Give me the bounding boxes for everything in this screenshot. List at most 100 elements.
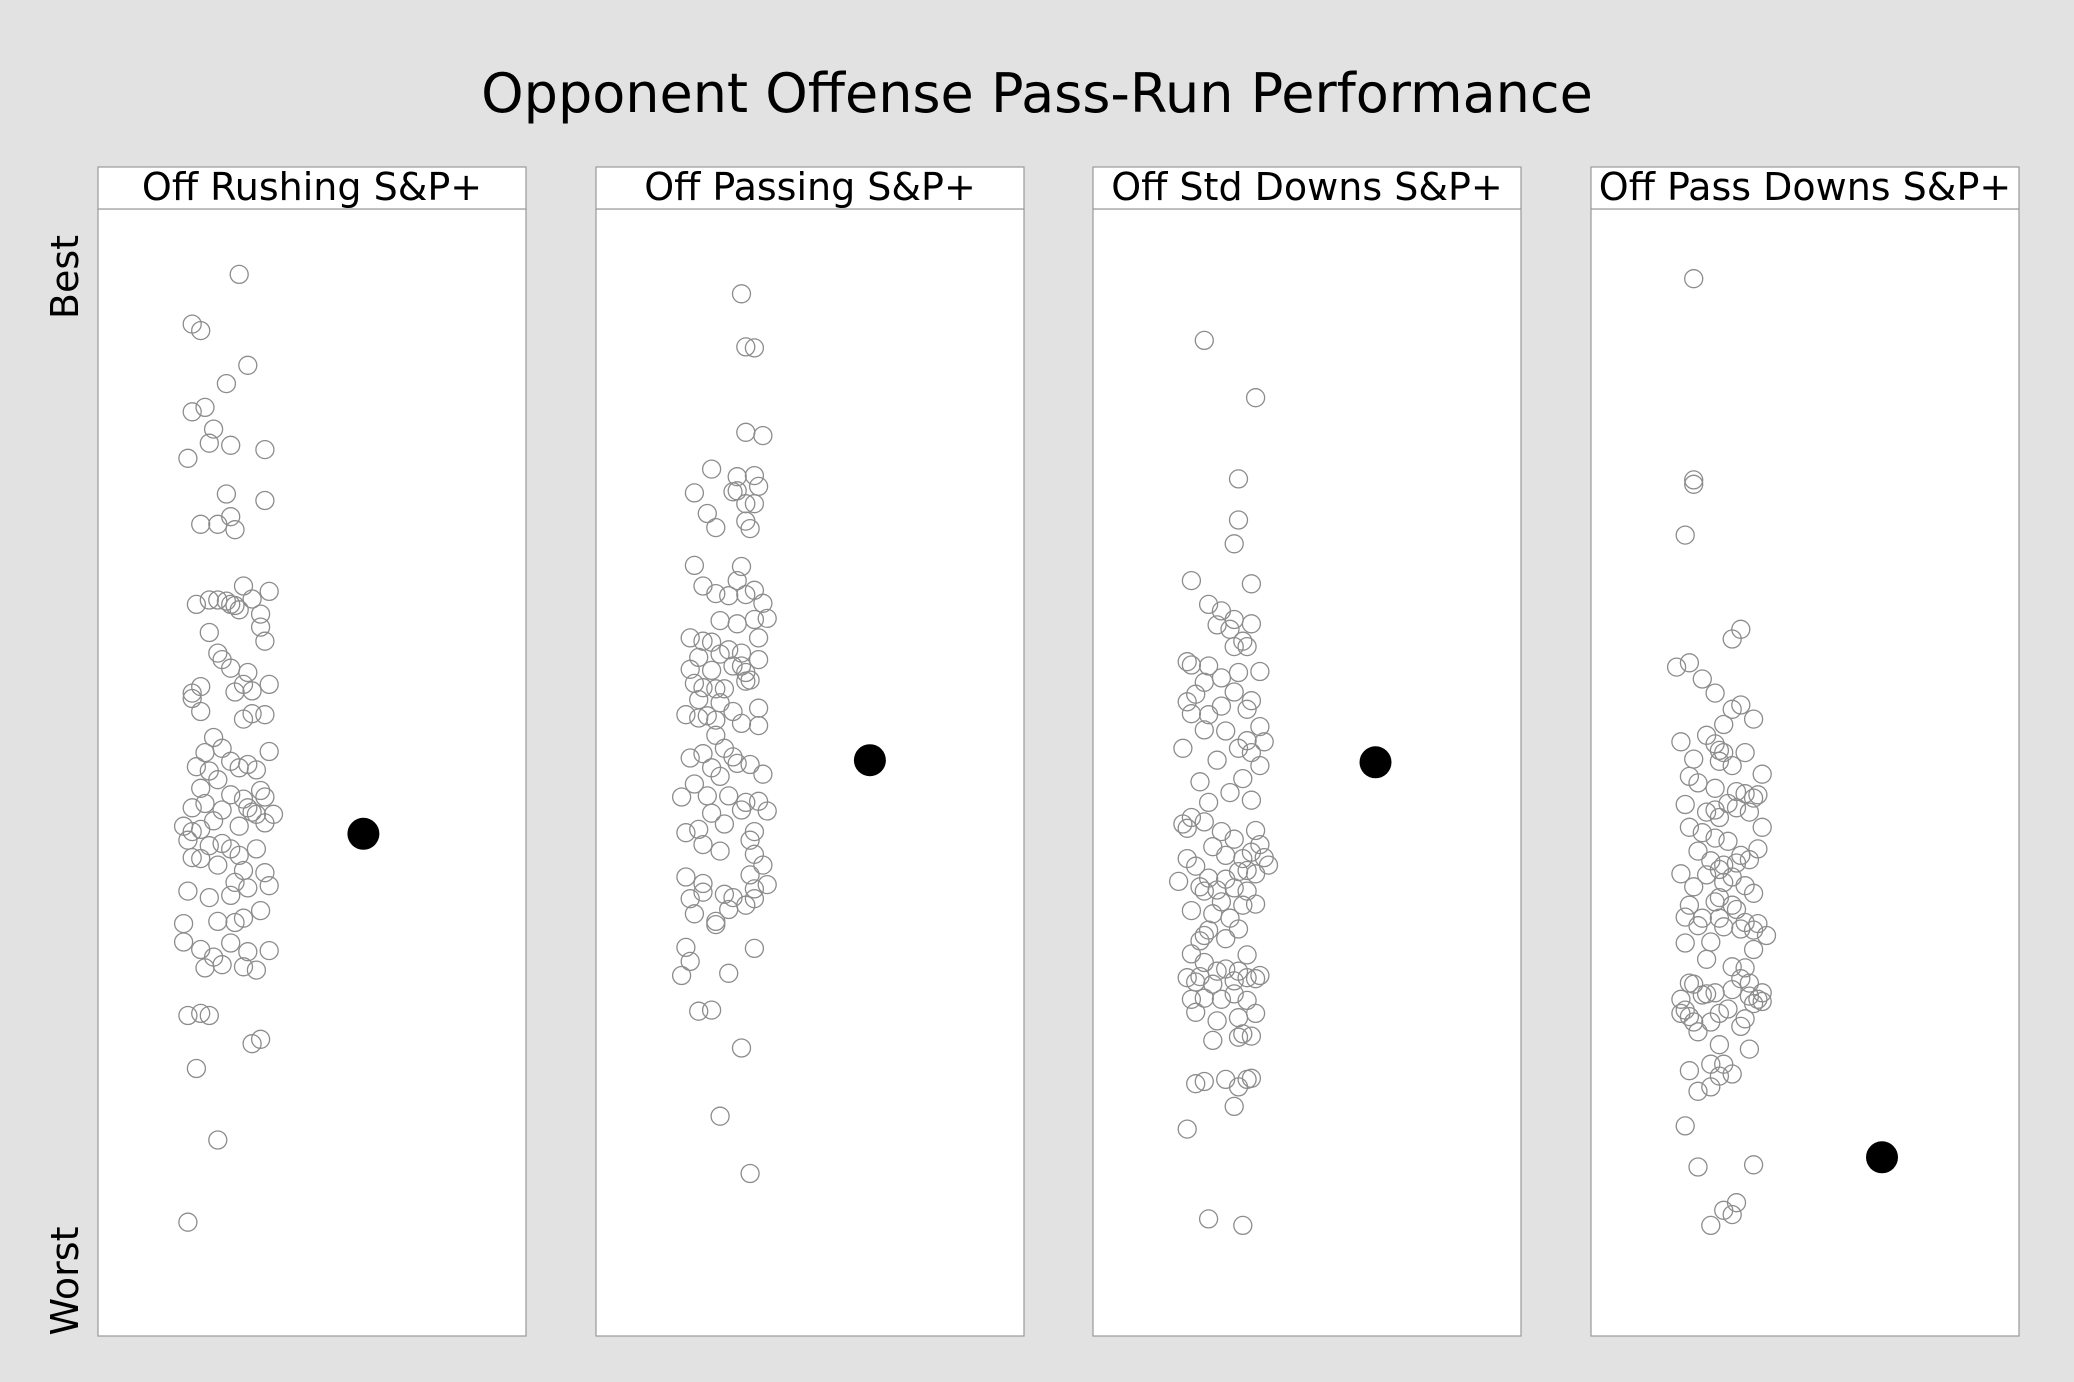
data-point [186,757,207,777]
data-point [727,467,747,487]
data-point [1688,1157,1708,1177]
data-point [255,787,275,807]
data-point [1207,615,1227,635]
data-point [1709,908,1730,928]
data-point [1735,1009,1755,1029]
data-point [246,960,267,980]
data-point [186,1058,207,1079]
data-point [740,865,760,885]
data-point [1198,792,1219,813]
data-point [1735,742,1755,763]
highlight-point [347,817,380,850]
panels-layer: Off Rushing S&P+ Off Passing S&P+ Off Std … [97,165,2020,1337]
data-point [744,879,765,899]
data-point [178,448,198,468]
data-point [199,1005,219,1026]
data-point [1207,1011,1227,1031]
data-point [1743,1155,1764,1175]
data-point [701,803,722,823]
data-point [221,435,241,455]
data-point [1688,1081,1708,1101]
data-point [697,503,717,524]
data-point [723,887,743,908]
data-point [676,937,696,958]
data-point [1194,881,1214,901]
data-point [1731,695,1751,715]
data-point [1224,636,1244,657]
data-point [727,570,747,591]
data-point [1186,1074,1206,1094]
data-point [250,780,271,801]
data-point [1709,751,1730,771]
data-point [706,710,726,730]
data-point [1671,732,1691,752]
data-point [178,881,198,901]
data-point [1679,895,1700,915]
data-point [1705,778,1725,798]
panel-plot-area [595,208,1025,1337]
panel-header [97,166,527,210]
panel-2: Off Passing S&P+ [595,165,1025,1337]
data-point [701,459,722,479]
data-point [714,884,735,904]
data-point [1224,1096,1244,1117]
data-point [1228,469,1249,489]
data-point [1216,721,1236,741]
data-point [740,754,760,775]
data-point [1718,831,1738,851]
data-point [212,955,232,975]
data-point [221,507,241,527]
data-point [1722,629,1742,649]
data-point [1743,709,1764,729]
panel-title: Off Passing S&P+ [644,165,976,209]
data-point [1228,662,1249,683]
data-point [186,594,207,615]
data-point [1186,856,1206,876]
data-point [1181,989,1202,1009]
data-point [1748,989,1768,1009]
data-point [689,819,709,840]
data-point [676,867,696,887]
panel-header [1092,166,1522,210]
data-point [1177,968,1197,988]
panel-3: Off Std Downs S&P+ [1092,165,1522,1337]
data-point [701,1000,722,1020]
data-point [1241,1068,1262,1088]
data-point [731,1038,752,1058]
data-point [221,885,241,906]
data-point [1250,661,1270,682]
data-point [1743,993,1764,1014]
data-point [753,764,773,784]
data-point [259,674,279,695]
data-point [1228,738,1249,758]
data-point [1701,1077,1721,1097]
data-point [208,1130,228,1150]
data-point [1173,738,1193,758]
data-point [1675,794,1695,815]
data-point [1194,1071,1214,1092]
data-point [701,660,722,681]
data-point [740,670,760,690]
data-point [684,555,705,576]
data-point [1228,1027,1249,1047]
data-point [1233,768,1253,789]
data-point [710,766,730,787]
data-point [1198,594,1219,615]
data-point [740,1163,760,1184]
data-point [706,911,726,932]
data-point [1198,705,1219,725]
data-point [689,1001,709,1021]
panel-header [1590,166,2020,210]
data-point [225,872,245,893]
data-point [1739,802,1760,822]
data-point [1709,740,1730,761]
data-point [684,904,705,924]
data-point [1722,755,1742,776]
data-point [1692,823,1712,843]
data-point [250,617,271,637]
data-point [1224,829,1244,849]
data-point [748,628,769,648]
data-point [1203,974,1223,994]
data-point [208,643,228,663]
